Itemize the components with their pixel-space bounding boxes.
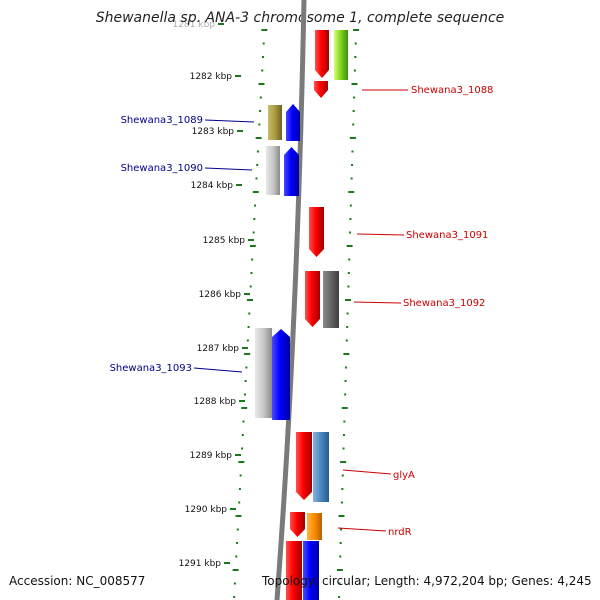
label-leader-line [204, 167, 253, 171]
gene-feature[interactable] [284, 147, 299, 196]
kbp-tick-label: 1288 kbp [194, 397, 237, 407]
kbp-tick-label: 1289 kbp [190, 451, 233, 461]
chromosome-backbone [274, 0, 307, 600]
gene-label[interactable]: Shewana3_1088 [411, 85, 493, 96]
gene-feature[interactable] [268, 105, 282, 140]
kbp-tick-label: 1283 kbp [192, 127, 235, 137]
gene-feature[interactable] [323, 271, 339, 328]
left-tick-marks [232, 29, 268, 598]
gene-feature[interactable] [315, 30, 329, 78]
gene-feature[interactable] [303, 541, 319, 600]
gene-label[interactable]: Shewana3_1090 [121, 163, 203, 174]
label-leader-line [342, 469, 392, 475]
label-leader-line [193, 367, 243, 373]
gene-feature[interactable] [286, 104, 300, 141]
gene-label[interactable]: Shewana3_1089 [121, 115, 203, 126]
label-leader-line [337, 527, 387, 532]
kbp-tick-label: 1285 kbp [203, 236, 246, 246]
kbp-tick-label: 1291 kbp [179, 559, 222, 569]
right-tick-marks [336, 29, 360, 598]
gene-label[interactable]: nrdR [388, 527, 412, 538]
gene-label[interactable]: Shewana3_1092 [403, 298, 485, 309]
gene-feature[interactable] [272, 329, 290, 420]
gene-feature[interactable] [266, 146, 280, 195]
kbp-tick-label: 1286 kbp [199, 290, 242, 300]
gene-feature[interactable] [286, 541, 302, 600]
kbp-tick-label: 1282 kbp [190, 72, 233, 82]
gene-label[interactable]: glyA [393, 470, 415, 481]
map-title: Shewanella sp. ANA-3 chromosome 1, compl… [95, 10, 505, 26]
label-leader-line [356, 233, 405, 236]
kbp-tick-label: 1284 kbp [191, 181, 234, 191]
gene-label-leaders [193, 89, 408, 532]
gene-labels: Shewana3_1088 Shewana3_1089 Shewana3_1090 S… [110, 85, 494, 538]
gene-feature[interactable] [305, 271, 320, 327]
gene-label[interactable]: Shewana3_1093 [110, 363, 192, 374]
gene-feature[interactable] [314, 81, 328, 98]
gene-feature[interactable] [290, 512, 305, 537]
gene-features [255, 30, 348, 600]
gene-feature[interactable] [307, 513, 322, 540]
gene-feature[interactable] [309, 207, 324, 257]
kbp-tick-label: 1290 kbp [185, 505, 228, 515]
kbp-tick-label: 1287 kbp [197, 344, 240, 354]
kbp-tick-labels: 1281 kbp 1282 kbp 1283 kbp 1284 kbp 1285 kbp… [173, 20, 254, 569]
accession-text: Accession: NC_008577 [9, 574, 146, 588]
kbp-tick-label: 1281 kbp [173, 20, 216, 30]
topology-text: Topology: circular; Length: 4,972,204 bp… [262, 574, 592, 588]
label-leader-line [204, 119, 255, 123]
gene-feature[interactable] [296, 432, 312, 500]
label-leader-line [353, 301, 402, 304]
gene-feature[interactable] [334, 30, 348, 80]
gene-feature[interactable] [313, 432, 329, 502]
gene-feature[interactable] [255, 328, 272, 418]
gene-label[interactable]: Shewana3_1091 [406, 230, 488, 241]
